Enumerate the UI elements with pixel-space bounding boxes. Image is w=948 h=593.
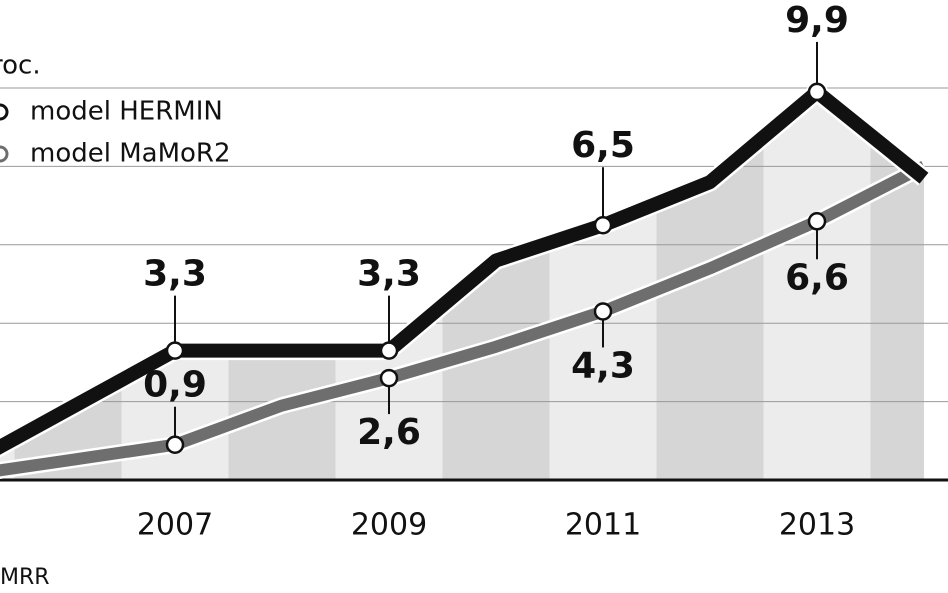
series-line <box>0 161 927 477</box>
point <box>379 368 399 388</box>
x-tick-label: 2007 <box>137 508 213 543</box>
band <box>870 91 924 480</box>
source: MRR <box>0 565 50 590</box>
x-tick-label: 2009 <box>351 508 427 543</box>
point <box>593 302 613 321</box>
point <box>593 215 613 235</box>
value-label: 3,3 <box>143 254 207 295</box>
point <box>807 212 827 231</box>
x-tick-label: 2013 <box>779 508 855 543</box>
legend-label: model HERMIN <box>30 97 223 127</box>
value-label: 6,6 <box>785 257 849 298</box>
legend-label: model MaMoR2 <box>30 139 231 169</box>
point <box>807 82 827 102</box>
value-label: 9,9 <box>785 0 849 41</box>
chart-title: roc. <box>0 51 41 81</box>
point <box>379 341 399 360</box>
point <box>165 341 185 360</box>
legend-marker <box>0 103 9 121</box>
band <box>656 91 764 480</box>
value-label: 6,5 <box>571 125 635 166</box>
point <box>165 435 185 454</box>
band <box>763 91 871 480</box>
series-line <box>0 84 929 455</box>
value-label: 2,6 <box>357 412 421 453</box>
value-label: 3,3 <box>357 254 421 295</box>
legend-marker <box>0 145 9 163</box>
x-tick-label: 2011 <box>565 508 641 543</box>
value-label: 4,3 <box>571 345 635 386</box>
value-label: 0,9 <box>143 365 207 406</box>
